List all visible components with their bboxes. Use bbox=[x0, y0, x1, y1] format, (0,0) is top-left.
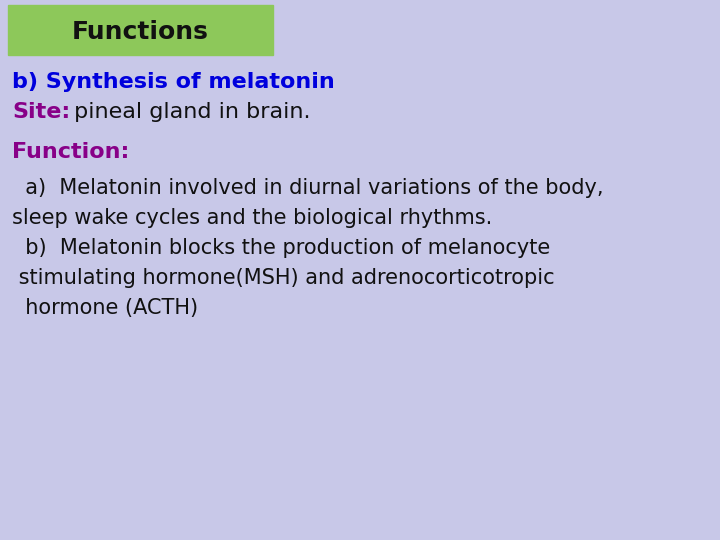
Text: Site:: Site: bbox=[12, 102, 71, 122]
FancyBboxPatch shape bbox=[8, 5, 273, 55]
Text: b) Synthesis of melatonin: b) Synthesis of melatonin bbox=[12, 72, 335, 92]
Text: sleep wake cycles and the biological rhythms.: sleep wake cycles and the biological rhy… bbox=[12, 208, 492, 228]
Text: Functions: Functions bbox=[71, 20, 208, 44]
Text: stimulating hormone(MSH) and adrenocorticotropic: stimulating hormone(MSH) and adrenocorti… bbox=[12, 268, 554, 288]
Text: pineal gland in brain.: pineal gland in brain. bbox=[67, 102, 310, 122]
Text: a)  Melatonin involved in diurnal variations of the body,: a) Melatonin involved in diurnal variati… bbox=[12, 178, 603, 198]
Text: b)  Melatonin blocks the production of melanocyte: b) Melatonin blocks the production of me… bbox=[12, 238, 550, 258]
Text: hormone (ACTH): hormone (ACTH) bbox=[12, 298, 198, 318]
Text: Function:: Function: bbox=[12, 142, 130, 162]
